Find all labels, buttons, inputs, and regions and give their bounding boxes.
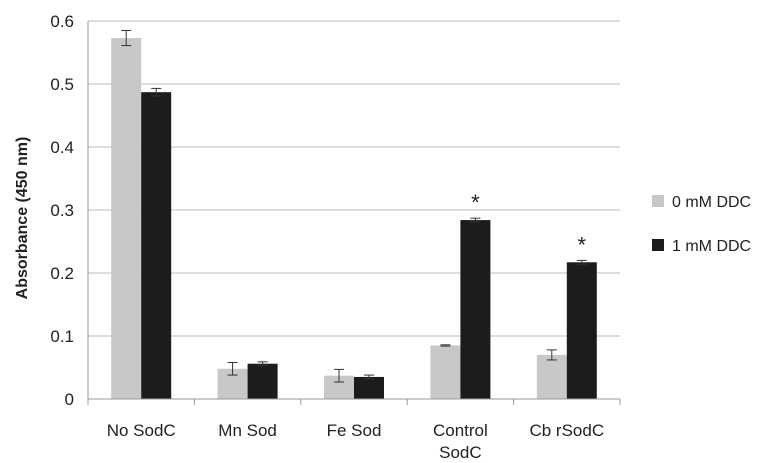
bar	[354, 376, 384, 399]
error-bars	[121, 29, 587, 383]
y-tick-label: 0.1	[50, 327, 74, 346]
error-bar	[576, 259, 587, 265]
gridlines	[88, 20, 620, 337]
error-bar	[364, 374, 374, 380]
legend: 0 mM DDC 1 mM DDC	[652, 194, 751, 255]
legend-label: 0 mM DDC	[672, 194, 751, 211]
legend-item: 0 mM DDC	[652, 194, 751, 211]
error-bar	[334, 368, 344, 383]
error-bar	[546, 349, 557, 361]
significance-marker: *	[471, 190, 480, 215]
category-label: Mn Sod	[218, 421, 277, 440]
y-tick-labels: 0 0.1 0.2 0.3 0.4 0.5 0.6	[50, 12, 74, 409]
bar	[111, 38, 142, 399]
bar	[536, 354, 567, 399]
bar	[566, 262, 597, 399]
legend-swatch	[652, 195, 664, 207]
error-bar	[470, 217, 481, 223]
error-bar	[440, 344, 451, 347]
axes	[87, 21, 621, 405]
y-tick-label: 0	[65, 390, 74, 409]
error-bar	[257, 361, 268, 367]
significance-marker: *	[578, 232, 587, 257]
legend-item: 1 mM DDC	[652, 238, 751, 255]
bar	[141, 92, 172, 399]
category-label: Control SodC	[433, 421, 488, 462]
legend-label: 1 mM DDC	[672, 238, 751, 255]
bar	[324, 375, 354, 399]
y-tick-label: 0.6	[50, 12, 74, 31]
annotations: **	[471, 190, 586, 257]
y-tick-label: 0.5	[50, 75, 74, 94]
y-tick-label: 0.4	[50, 138, 74, 157]
error-bar	[227, 361, 238, 376]
bar	[460, 220, 491, 399]
category-label: Cb rSodC	[529, 421, 604, 440]
category-labels: No SodC Mn Sod Fe Sod Control SodC Cb rSodC	[107, 421, 604, 462]
error-bar	[121, 29, 132, 47]
y-tick-label: 0.2	[50, 264, 74, 283]
legend-swatch	[652, 239, 664, 251]
error-bar	[151, 87, 162, 97]
y-tick-label: 0.3	[50, 201, 74, 220]
bar	[247, 363, 278, 399]
y-axis-label: Absorbance (450 nm)	[14, 137, 31, 300]
bars	[111, 38, 597, 399]
category-label: No SodC	[107, 421, 176, 440]
bar	[430, 345, 461, 399]
category-label: Fe Sod	[327, 421, 382, 440]
